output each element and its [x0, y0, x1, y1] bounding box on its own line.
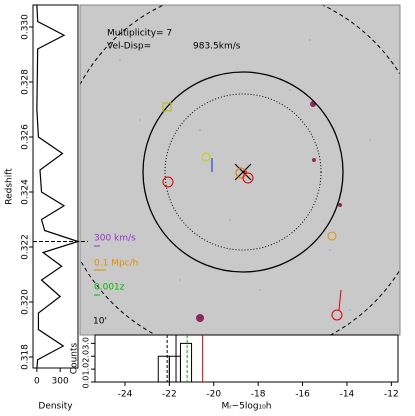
- annotation: Vel-Disp=: [107, 42, 151, 52]
- histogram-bar: [157, 355, 170, 383]
- x-tick-label: 300: [52, 377, 69, 387]
- annotation: 0.1 Mpc/h: [94, 259, 138, 269]
- y-tick-label: 0.324: [21, 179, 31, 205]
- y-tick-label: 3.0: [82, 337, 91, 350]
- y-tick-label: 0.318: [21, 344, 31, 370]
- y-tick-label: 0.0: [82, 376, 91, 389]
- y-axis-label: Counts: [70, 342, 80, 374]
- annotation: Multiplicity= 7: [107, 29, 172, 39]
- annotation: 10': [93, 317, 107, 327]
- y-tick-label: 0.330: [21, 14, 31, 40]
- x-tick-label: -18: [251, 390, 266, 400]
- x-axis-label: Mᵣ−5log₁₀h: [221, 402, 271, 412]
- x-tick-label: -16: [295, 390, 310, 400]
- x-tick-label: -14: [340, 390, 355, 400]
- x-tick-label: -12: [384, 390, 399, 400]
- plot-frame: [94, 334, 399, 383]
- y-tick-label: 0.320: [21, 289, 31, 315]
- histogram-bar: [168, 355, 181, 383]
- y-tick-label: 0.328: [21, 69, 31, 95]
- x-tick-label: 0: [34, 377, 40, 387]
- y-tick-label: 0.326: [21, 124, 31, 150]
- annotation: 983.5km/s: [193, 42, 241, 52]
- plot-frame: [32, 4, 79, 369]
- annotation: 300 km/s: [94, 234, 136, 244]
- y-tick-label: 0.322: [21, 234, 31, 260]
- x-tick-label: -24: [118, 390, 133, 400]
- density-curve: [36, 4, 80, 369]
- y-tick-label: 2.0: [82, 350, 91, 363]
- x-tick-label: -22: [162, 390, 177, 400]
- annotation: 0.001z: [94, 283, 125, 293]
- x-tick-label: -20: [206, 390, 221, 400]
- y-axis-label: Redshift: [5, 168, 15, 205]
- y-tick-label: 1.0: [82, 363, 91, 376]
- x-axis-label: Density: [38, 402, 73, 412]
- sky-image: [80, 5, 400, 335]
- histogram-bar: [179, 342, 193, 383]
